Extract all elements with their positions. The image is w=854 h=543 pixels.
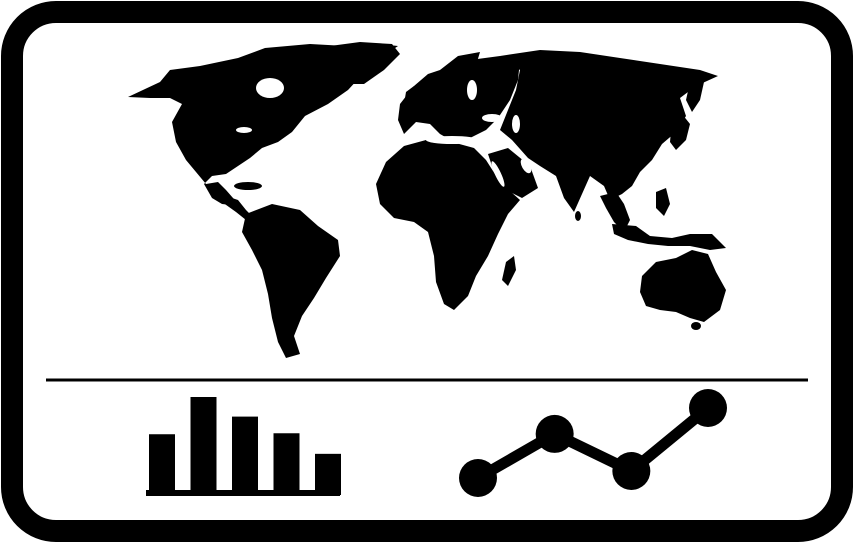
bar bbox=[315, 453, 341, 495]
hudson-bay-shape bbox=[256, 78, 284, 98]
line-chart-icon bbox=[459, 389, 727, 497]
bar bbox=[190, 397, 217, 495]
tasmania-shape bbox=[691, 322, 701, 330]
great-lakes-shape bbox=[236, 127, 252, 133]
north-america-shape bbox=[128, 44, 398, 206]
sri-lanka-shape bbox=[575, 211, 581, 221]
africa-shape bbox=[376, 140, 520, 310]
bar bbox=[273, 433, 300, 495]
australia-shape bbox=[640, 250, 726, 322]
line-chart-point bbox=[612, 452, 651, 490]
southeast-asia-shape bbox=[600, 192, 630, 232]
indonesia-shape bbox=[612, 224, 726, 250]
greenland-shape bbox=[330, 42, 400, 84]
scandinavia-shape bbox=[440, 52, 480, 88]
british-isles-shape bbox=[404, 86, 418, 110]
bar bbox=[232, 416, 258, 495]
arabia-shape bbox=[488, 148, 538, 198]
south-america-shape bbox=[242, 204, 340, 358]
baltic-sea-shape bbox=[467, 80, 477, 100]
bar-chart-icon bbox=[146, 397, 341, 496]
madagascar-shape bbox=[502, 256, 516, 286]
persian-gulf-shape bbox=[520, 158, 532, 174]
bar bbox=[149, 434, 175, 495]
caribbean-island-shape bbox=[234, 182, 262, 190]
line-chart-point bbox=[689, 389, 727, 427]
line-chart-point bbox=[535, 414, 574, 453]
asia-shape bbox=[500, 50, 718, 212]
red-sea-shape bbox=[491, 161, 505, 187]
world-map-icon bbox=[128, 42, 726, 358]
black-sea-shape bbox=[482, 114, 502, 122]
line-chart-point bbox=[459, 459, 497, 497]
line-chart-line bbox=[475, 403, 712, 483]
mediterranean-shape bbox=[426, 136, 478, 144]
japan-shape bbox=[670, 114, 690, 150]
central-america-shape bbox=[214, 184, 252, 220]
bar-chart-baseline bbox=[146, 490, 340, 496]
caspian-sea-shape bbox=[512, 115, 520, 133]
kamchatka-shape bbox=[686, 82, 704, 112]
lakes bbox=[236, 78, 532, 187]
philippines-shape bbox=[656, 188, 670, 216]
